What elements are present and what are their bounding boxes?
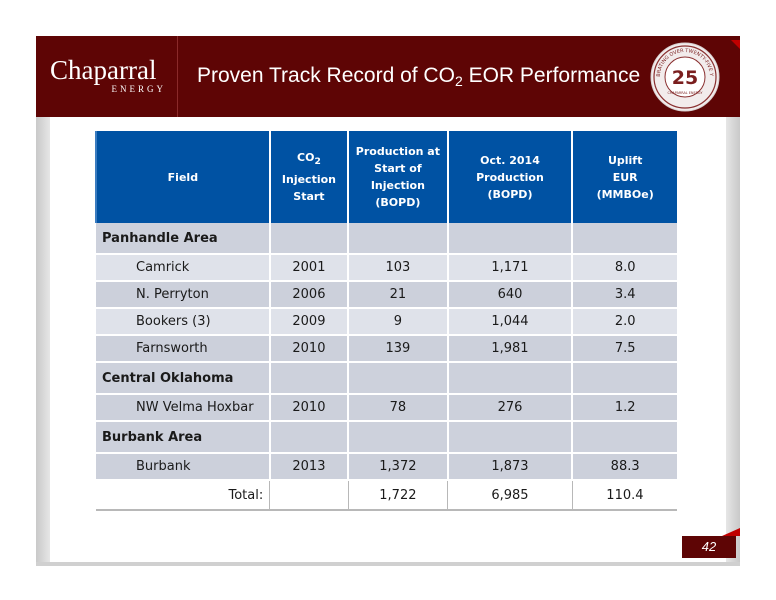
production-at-start: 78 xyxy=(348,394,449,422)
header-oct-line1: Oct. 2014 xyxy=(480,153,540,167)
empty-cell xyxy=(269,421,350,454)
table-row: Camrick 2001 103 1,171 8.0 xyxy=(96,254,677,282)
footer-corner-accent xyxy=(722,528,740,536)
page-number: 42 xyxy=(682,536,736,558)
oct-2014-production: 1,044 xyxy=(447,308,574,336)
uplift-eur: 1.2 xyxy=(572,394,677,422)
empty-cell xyxy=(348,223,449,255)
empty-cell xyxy=(447,421,574,454)
header-co2-prefix: CO xyxy=(297,151,315,165)
empty-cell xyxy=(348,421,449,454)
slide-frame-right xyxy=(726,117,740,565)
oct-2014-production: 1,981 xyxy=(447,335,574,363)
section-name: Burbank Area xyxy=(96,421,271,454)
table-row: N. Perryton 2006 21 640 3.4 xyxy=(96,281,677,309)
header-production-start: Production at Start of Injection (BOPD) xyxy=(348,131,449,223)
seal-bottom-text: CHAPARRAL ENERGY xyxy=(668,91,704,95)
total-label: Total: xyxy=(96,480,271,511)
header-uplift-line1: Uplift xyxy=(607,153,643,167)
field-name: N. Perryton xyxy=(96,281,271,309)
title-prefix: Proven Track Record of CO xyxy=(197,64,455,87)
production-at-start: 139 xyxy=(348,335,449,363)
total-uplift-eur: 110.4 xyxy=(572,480,677,511)
table-row: Burbank 2013 1,372 1,873 88.3 xyxy=(96,453,677,481)
empty-cell xyxy=(447,223,574,255)
header-co2-sub: 2 xyxy=(314,156,321,168)
seal-number: 25 xyxy=(672,67,698,89)
uplift-eur: 7.5 xyxy=(572,335,677,363)
field-name: NW Velma Hoxbar xyxy=(96,394,271,422)
header-oct-line2: Production (BOPD) xyxy=(476,170,544,201)
table-row: Bookers (3) 2009 9 1,044 2.0 xyxy=(96,308,677,336)
field-name: Farnsworth xyxy=(96,335,271,363)
header-prod-line4: (BOPD) xyxy=(375,196,421,209)
oct-2014-production: 1,873 xyxy=(447,453,574,481)
header-uplift-line3: (MMBOe) xyxy=(596,187,654,201)
company-logo: Chaparral ENERGY xyxy=(50,56,170,100)
slide-header: Chaparral ENERGY Proven Track Record of … xyxy=(36,36,740,117)
production-at-start: 21 xyxy=(348,281,449,309)
injection-start: 2013 xyxy=(269,453,350,481)
section-name: Central Oklahoma xyxy=(96,362,271,395)
injection-start: 2010 xyxy=(269,335,350,363)
injection-start: 2006 xyxy=(269,281,350,309)
production-at-start: 9 xyxy=(348,308,449,336)
uplift-eur: 3.4 xyxy=(572,281,677,309)
title-suffix: EOR Performance xyxy=(462,64,641,87)
field-name: Burbank xyxy=(96,453,271,481)
slide-title: Proven Track Record of CO2 EOR Performan… xyxy=(197,64,640,89)
header-oct-2014-production: Oct. 2014 Production (BOPD) xyxy=(447,131,574,223)
empty-cell xyxy=(572,421,677,454)
total-production-at-start: 1,722 xyxy=(348,480,449,511)
empty-cell xyxy=(572,223,677,255)
uplift-eur: 2.0 xyxy=(572,308,677,336)
uplift-eur: 88.3 xyxy=(572,453,677,481)
empty-cell xyxy=(348,362,449,395)
section-row-central-oklahoma: Central Oklahoma xyxy=(96,362,677,395)
uplift-eur: 8.0 xyxy=(572,254,677,282)
section-row-panhandle-area: Panhandle Area xyxy=(96,223,677,255)
section-row-burbank-area: Burbank Area xyxy=(96,421,677,454)
empty-cell xyxy=(269,480,349,511)
table-header-row: Field CO2 Injection Start Production at … xyxy=(95,131,677,223)
oct-2014-production: 640 xyxy=(447,281,574,309)
logo-subtitle: ENERGY xyxy=(111,84,166,94)
header-prod-line3: Injection xyxy=(370,179,425,192)
production-at-start: 1,372 xyxy=(348,453,449,481)
header-uplift-eur: Uplift EUR (MMBOe) xyxy=(572,131,677,223)
empty-cell xyxy=(572,362,677,395)
section-name: Panhandle Area xyxy=(96,223,271,255)
injection-start: 2010 xyxy=(269,394,350,422)
oct-2014-production: 276 xyxy=(447,394,574,422)
table-row: NW Velma Hoxbar 2010 78 276 1.2 xyxy=(96,394,677,422)
header-prod-line2: Start of xyxy=(374,162,422,175)
slide-frame-bottom xyxy=(36,562,740,566)
header-co2-line2: Start xyxy=(293,189,325,203)
oct-2014-production: 1,171 xyxy=(447,254,574,282)
anniversary-seal-icon: CELEBRATING OVER TWENTY-FIVE YEARS 25 CH… xyxy=(650,42,720,112)
injection-start: 2009 xyxy=(269,308,350,336)
total-oct-2014-production: 6,985 xyxy=(447,480,573,511)
empty-cell xyxy=(269,362,350,395)
production-at-start: 103 xyxy=(348,254,449,282)
field-name: Bookers (3) xyxy=(96,308,271,336)
eor-performance-table: Field CO2 Injection Start Production at … xyxy=(95,131,677,511)
header-co2-injection-start: CO2 Injection Start xyxy=(269,131,350,223)
header-divider xyxy=(177,36,178,117)
header-prod-line1: Production at xyxy=(355,145,440,158)
title-subscript: 2 xyxy=(454,73,463,89)
empty-cell xyxy=(447,362,574,395)
slide-frame-left xyxy=(36,117,50,565)
injection-start: 2001 xyxy=(269,254,350,282)
logo-wordmark: Chaparral xyxy=(50,55,157,85)
table-row: Farnsworth 2010 139 1,981 7.5 xyxy=(96,335,677,363)
empty-cell xyxy=(269,223,350,255)
header-uplift-line2: EUR xyxy=(612,170,638,184)
header-field: Field xyxy=(95,131,271,223)
field-name: Camrick xyxy=(96,254,271,282)
header-corner-accent xyxy=(731,40,740,49)
header-co2-line1: Injection xyxy=(281,172,336,186)
total-row: Total: 1,722 6,985 110.4 xyxy=(96,480,677,511)
